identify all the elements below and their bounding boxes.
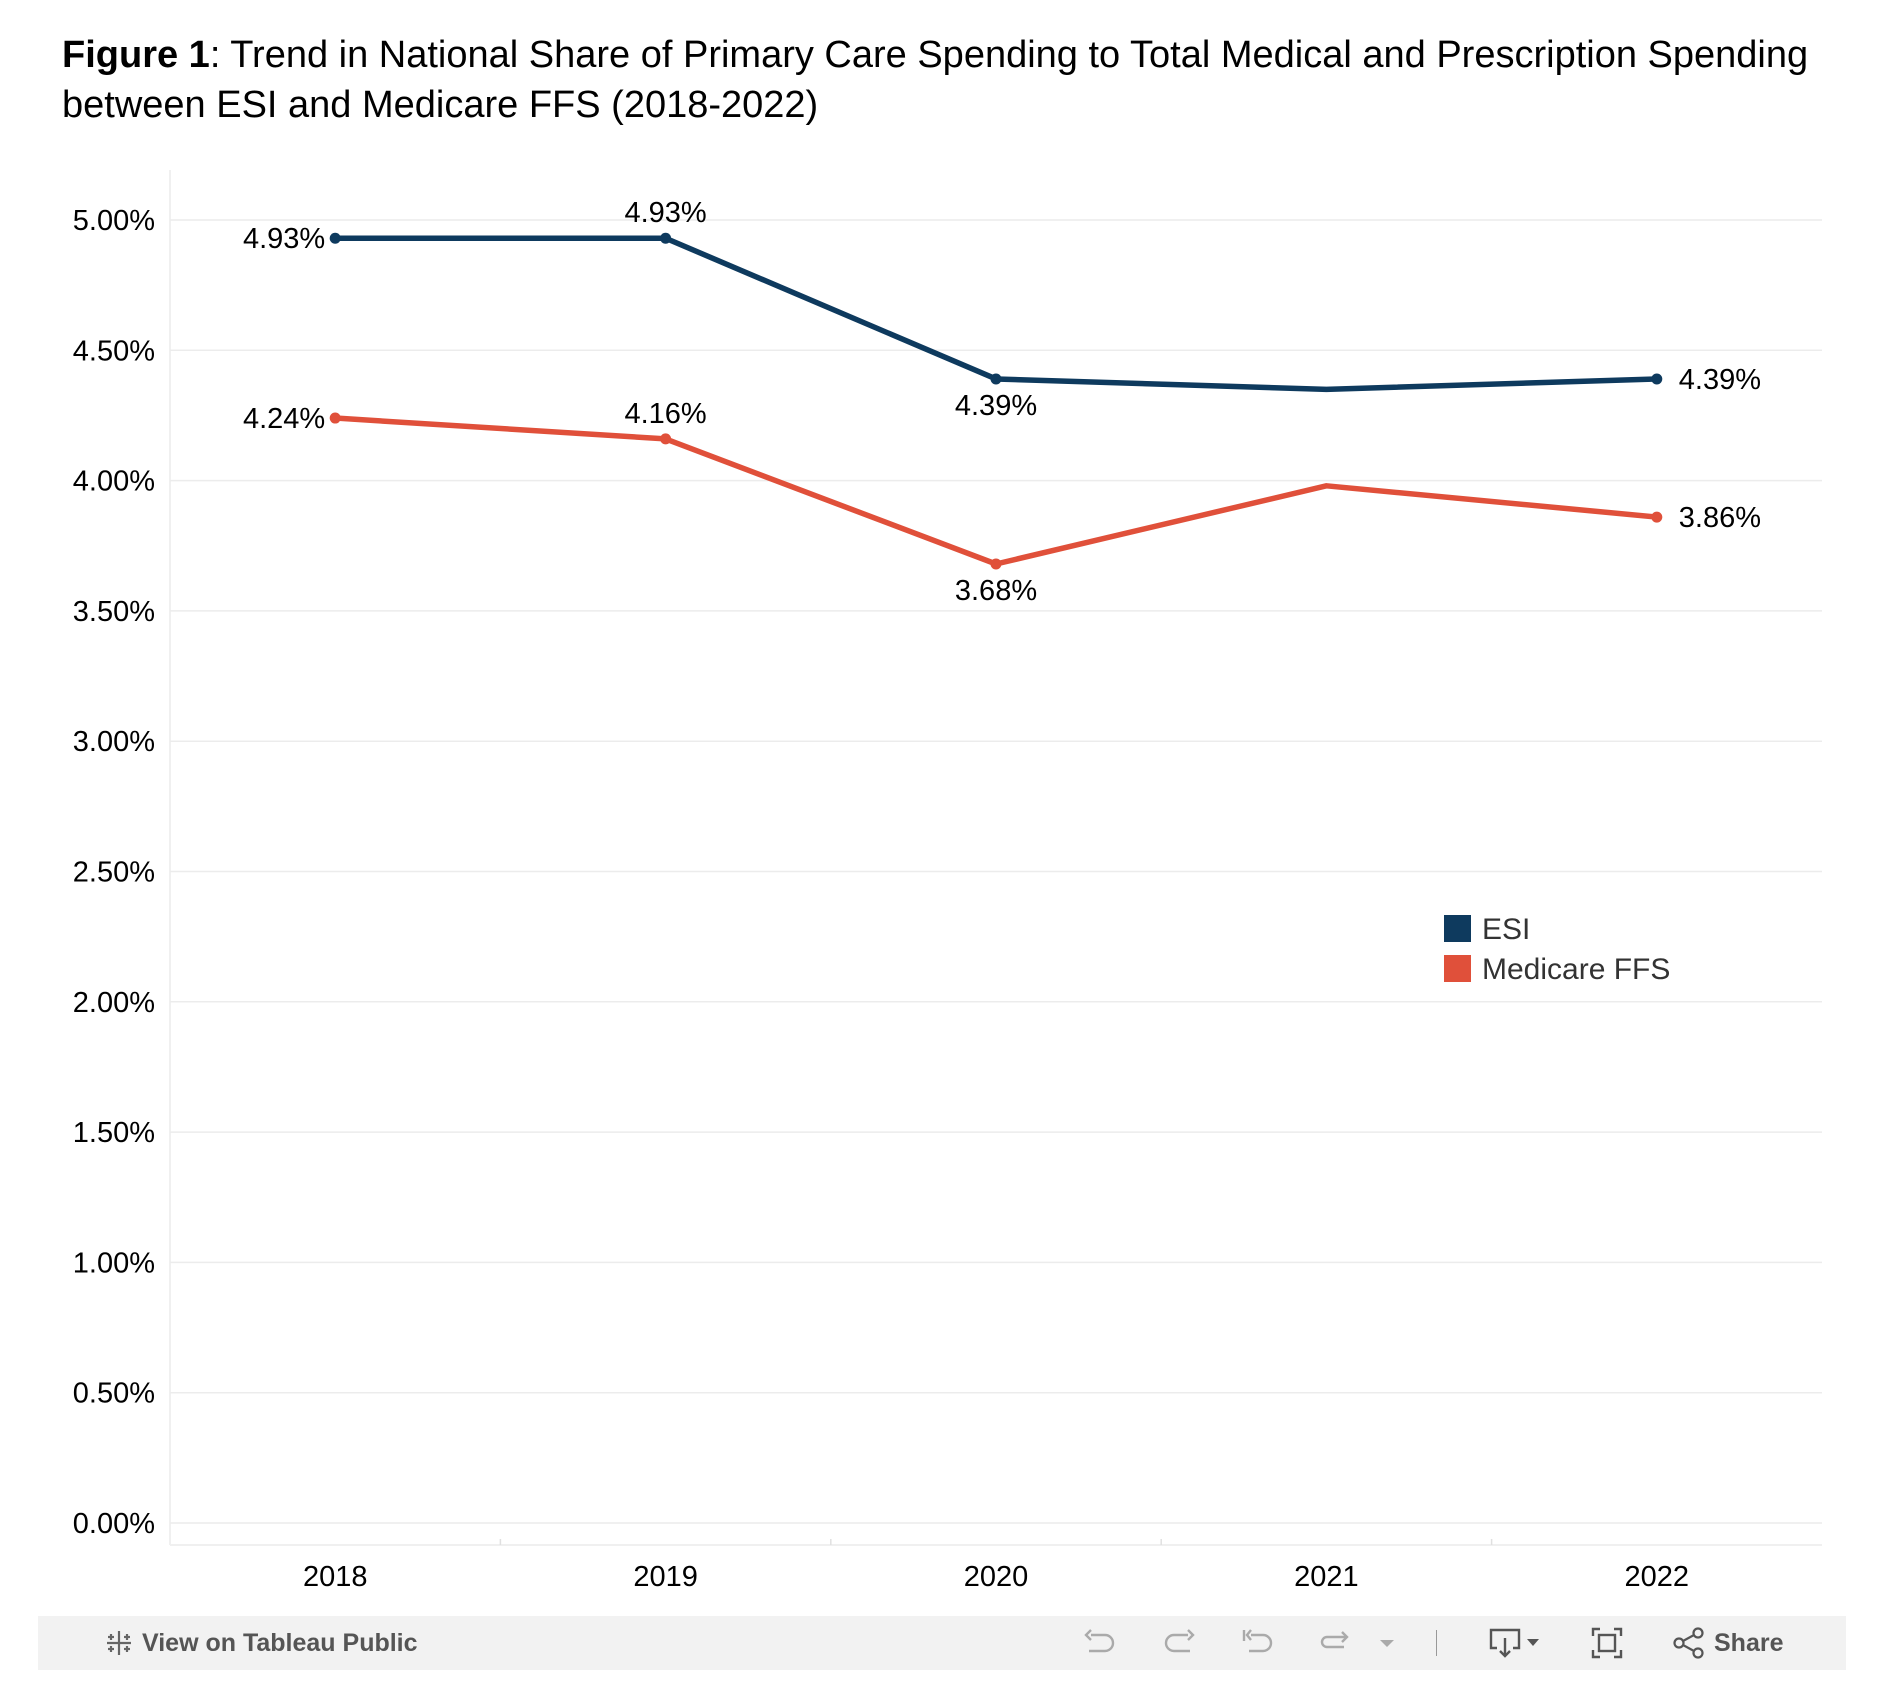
- fullscreen-icon: [1590, 1626, 1624, 1660]
- data-point: [990, 558, 1002, 570]
- undo-icon: [1083, 1628, 1117, 1658]
- data-label: 4.16%: [624, 398, 706, 430]
- data-label: 4.93%: [624, 197, 706, 229]
- y-tick-label: 3.00%: [73, 726, 155, 758]
- fullscreen-button[interactable]: [1590, 1616, 1624, 1670]
- y-tick-label: 1.50%: [73, 1117, 155, 1149]
- data-point: [660, 232, 672, 244]
- view-on-tableau-link[interactable]: View on Tableau Public: [104, 1616, 418, 1670]
- data-label: 4.24%: [243, 403, 325, 435]
- x-tick-label: 2022: [1625, 1561, 1690, 1593]
- dropdown-arrow-icon: [1377, 1633, 1397, 1653]
- series-line-medicare-ffs: [332, 415, 1660, 567]
- x-tick-label: 2019: [633, 1561, 698, 1593]
- y-tick-label: 3.50%: [73, 596, 155, 628]
- y-tick-label: 2.50%: [73, 857, 155, 889]
- data-point: [990, 373, 1002, 385]
- data-label: 4.93%: [243, 223, 325, 255]
- legend-swatch[interactable]: [1444, 955, 1471, 982]
- figure-number: Figure 1: [62, 34, 210, 76]
- tableau-logo-icon: [104, 1628, 134, 1658]
- legend-label[interactable]: ESI: [1482, 913, 1530, 946]
- series-line-esi: [332, 235, 1660, 393]
- chart-title: Figure 1: Trend in National Share of Pri…: [62, 30, 1842, 130]
- revert-button[interactable]: [1241, 1616, 1275, 1670]
- undo-button[interactable]: [1083, 1616, 1117, 1670]
- title-text: : Trend in National Share of Primary Car…: [62, 34, 1809, 126]
- share-icon: [1672, 1626, 1706, 1660]
- y-tick-label: 0.00%: [73, 1508, 155, 1540]
- redo-icon: [1162, 1628, 1196, 1658]
- y-tick-label: 2.00%: [73, 987, 155, 1019]
- y-tick-label: 4.50%: [73, 335, 155, 367]
- y-tick-label: 1.00%: [73, 1247, 155, 1279]
- redo-button[interactable]: [1162, 1616, 1196, 1670]
- download-button[interactable]: [1488, 1616, 1542, 1670]
- data-point: [660, 433, 672, 445]
- data-point: [1651, 511, 1663, 523]
- revert-icon: [1241, 1628, 1275, 1658]
- download-icon: [1488, 1626, 1542, 1660]
- share-label: Share: [1714, 1628, 1784, 1657]
- data-point: [1651, 373, 1663, 385]
- legend-swatch[interactable]: [1444, 915, 1471, 942]
- legend-label[interactable]: Medicare FFS: [1482, 953, 1670, 986]
- refresh-dropdown[interactable]: [1377, 1616, 1397, 1670]
- tableau-toolbar: View on Tableau Public: [38, 1616, 1846, 1670]
- toolbar-divider: [1436, 1630, 1437, 1656]
- y-tick-label: 0.50%: [73, 1378, 155, 1410]
- data-label: 3.86%: [1679, 502, 1761, 534]
- data-point: [329, 232, 341, 244]
- x-tick-label: 2021: [1294, 1561, 1359, 1593]
- view-on-tableau-label: View on Tableau Public: [142, 1628, 418, 1657]
- data-label: 3.68%: [955, 575, 1037, 607]
- refresh-icon: [1318, 1628, 1352, 1658]
- x-tick-label: 2020: [964, 1561, 1029, 1593]
- y-tick-label: 4.00%: [73, 466, 155, 498]
- data-label: 4.39%: [955, 390, 1037, 422]
- data-label: 4.39%: [1679, 364, 1761, 396]
- line-chart: 0.00% 0.50% 1.00% 1.50% 2.00% 2.50% 3.00% 3.50%…: [73, 170, 1822, 1593]
- y-tick-label: 5.00%: [73, 205, 155, 237]
- x-tick-label: 2018: [303, 1561, 368, 1593]
- refresh-button[interactable]: [1318, 1616, 1352, 1670]
- share-button[interactable]: Share: [1672, 1616, 1783, 1670]
- data-point: [329, 412, 341, 424]
